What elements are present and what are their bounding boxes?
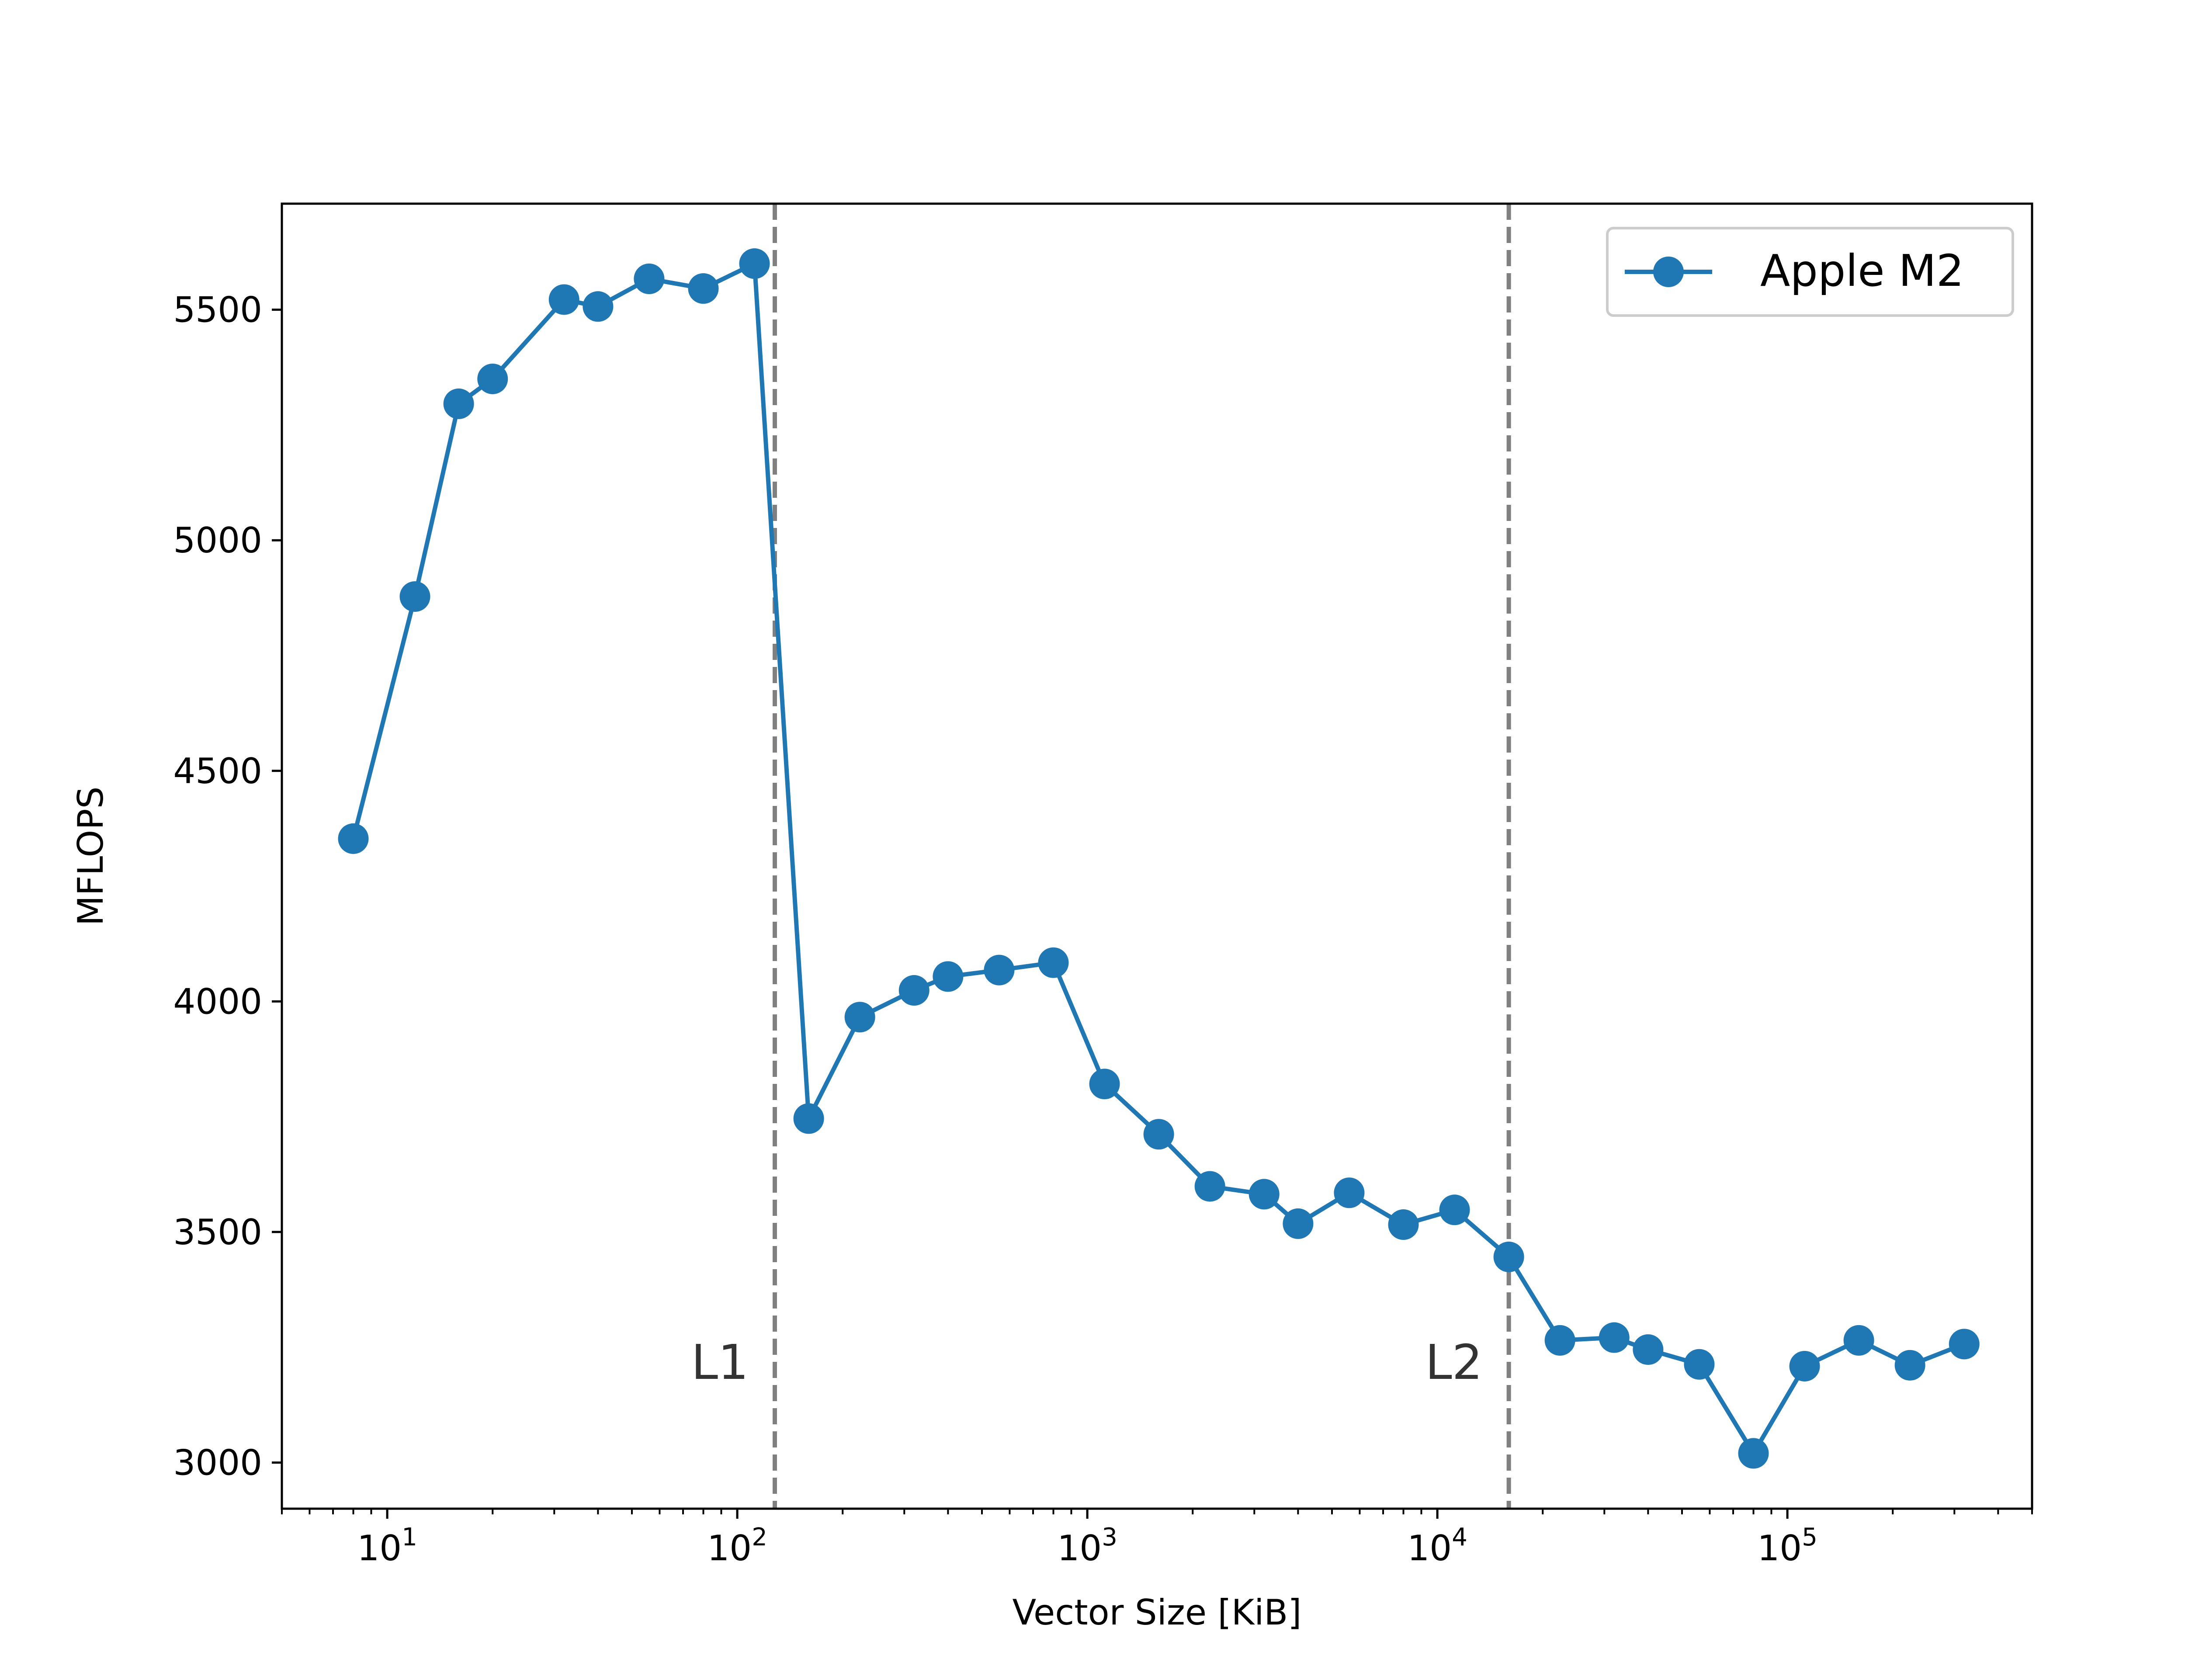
- data-point: [1738, 1438, 1769, 1469]
- data-point: [1843, 1325, 1874, 1356]
- data-point: [1684, 1349, 1715, 1380]
- series-layer: [338, 248, 1980, 1469]
- data-point: [933, 961, 964, 992]
- data-point: [898, 975, 929, 1006]
- legend-label: Apple M2: [1760, 245, 1964, 296]
- data-point: [739, 248, 770, 279]
- data-point: [1249, 1179, 1280, 1210]
- data-point: [634, 263, 665, 294]
- y-tick-label: 4500: [173, 751, 262, 791]
- data-point: [1194, 1171, 1225, 1202]
- data-point: [338, 823, 369, 854]
- cache-boundary-label: L1: [691, 1334, 749, 1390]
- y-tick-label: 3000: [173, 1442, 262, 1483]
- data-point: [583, 291, 614, 322]
- data-point: [477, 363, 508, 394]
- data-point: [1439, 1194, 1470, 1225]
- axes-layer: 3000 3500 4000 4500 5000 5500 101 102 103 104 105: [173, 290, 2033, 1569]
- x-tick-label: 104: [1407, 1523, 1467, 1569]
- y-tick-label: 4000: [173, 981, 262, 1022]
- data-point: [399, 581, 430, 612]
- legend: Apple M2: [1606, 227, 2014, 317]
- data-point: [1599, 1322, 1630, 1353]
- x-tick-label: 103: [1057, 1523, 1117, 1569]
- plot-area-frame: [281, 202, 2033, 1510]
- data-point: [1038, 947, 1069, 978]
- legend-box: [1606, 227, 2014, 317]
- y-tick-label: 5500: [173, 290, 262, 330]
- data-point: [1949, 1329, 1980, 1360]
- data-point: [1544, 1325, 1575, 1356]
- legend-marker: [1653, 257, 1684, 287]
- data-point: [688, 273, 719, 304]
- data-point: [1143, 1119, 1174, 1150]
- data-point: [548, 284, 579, 315]
- data-point: [1334, 1177, 1365, 1208]
- data-point: [443, 388, 474, 419]
- x-tick-label: 101: [357, 1523, 417, 1569]
- data-point: [1633, 1334, 1664, 1365]
- y-axis-label: MFLOPS: [70, 787, 111, 926]
- y-tick-label: 5000: [173, 520, 262, 561]
- y-tick-label: 3500: [173, 1212, 262, 1253]
- data-point: [1789, 1350, 1820, 1381]
- x-axis-label: Vector Size [KiB]: [1013, 1592, 1302, 1633]
- data-point: [1089, 1069, 1120, 1100]
- data-point: [844, 1002, 875, 1033]
- data-point: [1493, 1241, 1524, 1272]
- data-point: [984, 955, 1015, 986]
- cache-lines: L1 L2: [691, 204, 1511, 1509]
- data-point: [1388, 1209, 1419, 1240]
- x-tick-label: 102: [707, 1523, 767, 1569]
- data-point: [1894, 1350, 1925, 1381]
- data-point: [793, 1103, 824, 1134]
- data-point: [1283, 1208, 1314, 1239]
- x-tick-label: 105: [1757, 1523, 1817, 1569]
- cache-boundary-label: L2: [1425, 1334, 1482, 1390]
